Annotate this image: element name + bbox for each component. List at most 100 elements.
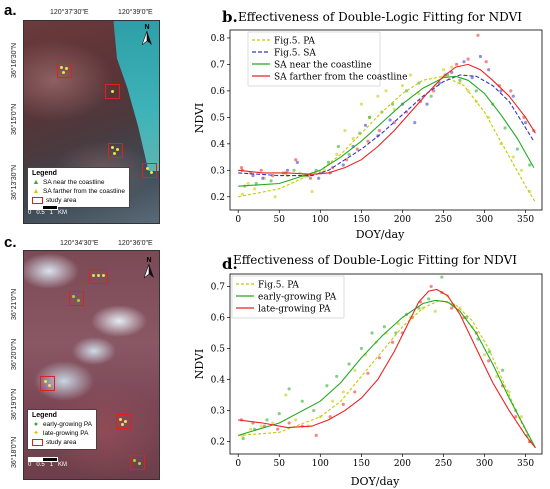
data-point [294, 158, 298, 162]
data-point [261, 176, 265, 180]
data-point [450, 306, 454, 310]
data-point [310, 189, 314, 194]
x-tick-label: 250 [435, 215, 452, 225]
data-point [400, 83, 405, 88]
plot-frame [229, 273, 543, 455]
data-point [478, 54, 483, 59]
data-point [511, 94, 515, 98]
data-point [347, 362, 351, 366]
study-site-marker [142, 163, 157, 178]
x-tick-label: 100 [312, 459, 329, 469]
series-line [238, 299, 536, 449]
data-point [363, 123, 368, 127]
x-tick-label: 100 [312, 215, 329, 225]
y-tick-label: 0.5 [211, 344, 226, 354]
data-point [269, 179, 273, 183]
data-point [470, 76, 474, 80]
y-tick-label: 0.6 [211, 87, 226, 97]
data-point [376, 94, 380, 98]
x-tick-label: 200 [394, 215, 411, 225]
legend-item-study-area: study area [46, 197, 77, 204]
x-tick-label: 350 [517, 459, 534, 469]
x-tick-label: 0 [235, 459, 241, 469]
y-tick-label: 0.5 [211, 113, 226, 123]
data-point [239, 166, 244, 170]
map-c-lat-label-2: 36°20'0"N [11, 338, 18, 370]
series-line [238, 63, 536, 175]
data-point [359, 346, 363, 351]
data-point [429, 284, 433, 289]
y-tick-label: 0.8 [211, 34, 226, 44]
data-point [427, 297, 431, 301]
data-point [450, 65, 454, 69]
map-a-lat-label-2: 36°15'0"N [11, 103, 18, 135]
data-point [355, 147, 359, 151]
north-arrow-icon: N [141, 24, 152, 47]
data-point [417, 91, 421, 96]
data-point [487, 68, 491, 72]
data-point [292, 168, 296, 172]
x-tick-label: 300 [476, 459, 493, 469]
map-a-lat-label-3: 36°13'30"N [11, 164, 18, 200]
panel-letter-b: b. [222, 8, 238, 26]
data-point [366, 139, 370, 143]
data-point [276, 427, 280, 431]
study-site-marker [40, 376, 55, 391]
data-point [487, 359, 491, 363]
data-point [277, 412, 281, 416]
x-axis-label: DOY/day [356, 228, 405, 241]
data-point [353, 390, 357, 394]
data-point [507, 390, 511, 394]
data-point [440, 275, 444, 279]
data-point [432, 89, 436, 93]
data-point [441, 68, 446, 72]
data-point [359, 102, 363, 106]
series-line [238, 75, 536, 203]
map-a-legend: Legend ▲ SA near the coastline ▲ SA farthe… [27, 167, 131, 208]
data-point [515, 147, 519, 151]
y-tick-label: 0.4 [211, 376, 226, 386]
y-tick-label: 0.7 [211, 60, 226, 70]
data-point [353, 368, 357, 372]
study-site-marker [105, 84, 120, 99]
x-tick-label: 0 [235, 215, 241, 225]
y-axis-label: NDVI [193, 349, 206, 380]
scale-bar: 0 0.5 1 KM [28, 457, 67, 468]
data-point [325, 384, 329, 388]
data-point [314, 433, 318, 437]
data-point [509, 89, 513, 93]
study-site-marker [69, 291, 84, 306]
data-point [425, 102, 429, 106]
data-point [284, 393, 288, 397]
data-point [294, 418, 298, 422]
x-tick-label: 350 [517, 215, 534, 225]
data-point [317, 176, 321, 180]
map-c-legend: Legend ● early-growing PA ✦ late-growing P… [27, 409, 98, 450]
x-tick-label: 200 [394, 459, 411, 469]
data-point [341, 390, 345, 394]
circle-icon: ● [33, 421, 39, 428]
data-point [523, 121, 528, 125]
study-site-marker [57, 63, 72, 78]
map-c-lon-label-2: 120°36'0"E [118, 240, 153, 247]
study-site-marker [89, 269, 108, 284]
data-point [455, 62, 459, 67]
data-point [462, 60, 466, 64]
y-tick-label: 0.7 [211, 282, 226, 292]
data-point [499, 89, 503, 93]
map-c-lat-label-1: 36°21'0"N [11, 288, 18, 320]
chart-title: Effectiveness of Double-Logic Fitting fo… [233, 253, 517, 267]
x-tick-label: 150 [353, 215, 370, 225]
data-point [377, 128, 382, 133]
map-c-lon-label-1: 120°34'30"E [60, 240, 99, 247]
data-point [295, 160, 299, 164]
data-point [396, 322, 400, 326]
map-a-lon-label-1: 120°37'30"E [50, 9, 89, 16]
data-point [382, 325, 386, 329]
series-line [238, 299, 536, 449]
ndvi-chart-d: d. Effectiveness of Double-Logic Fitting… [193, 253, 543, 488]
x-tick-label: 250 [435, 459, 452, 469]
x-tick-label: 150 [353, 459, 370, 469]
y-axis-label: NDVI [193, 103, 206, 134]
data-point [312, 408, 316, 413]
